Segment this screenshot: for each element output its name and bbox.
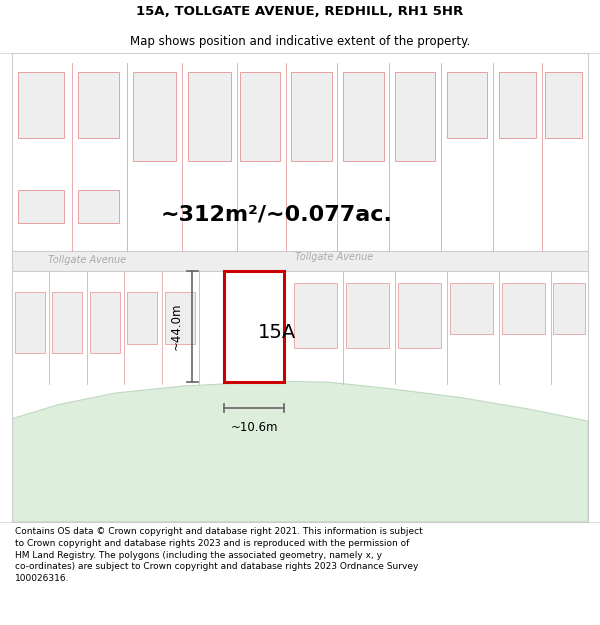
Bar — [18, 72, 64, 138]
Bar — [52, 292, 82, 353]
Bar — [346, 282, 389, 349]
Text: Contains OS data © Crown copyright and database right 2021. This information is : Contains OS data © Crown copyright and d… — [15, 527, 423, 583]
Polygon shape — [12, 381, 588, 522]
Text: Tollgate Avenue: Tollgate Avenue — [48, 255, 126, 265]
Text: Map shows position and indicative extent of the property.: Map shows position and indicative extent… — [130, 35, 470, 48]
Bar — [133, 72, 176, 161]
Text: 15A, TOLLGATE AVENUE, REDHILL, RH1 5HR: 15A, TOLLGATE AVENUE, REDHILL, RH1 5HR — [136, 5, 464, 18]
Bar — [15, 292, 45, 353]
Bar — [395, 72, 436, 161]
Bar — [78, 72, 119, 138]
Bar — [18, 190, 64, 222]
Text: ~44.0m: ~44.0m — [170, 303, 182, 351]
Bar — [12, 251, 588, 271]
Bar — [502, 282, 545, 334]
Bar — [90, 292, 120, 353]
Text: ~10.6m: ~10.6m — [230, 421, 278, 434]
Text: Tollgate Avenue: Tollgate Avenue — [295, 252, 374, 262]
Bar — [343, 72, 383, 161]
Bar — [294, 282, 337, 349]
Bar — [224, 271, 284, 382]
Bar — [188, 72, 231, 161]
Bar — [447, 72, 487, 138]
Bar — [164, 292, 194, 344]
Bar — [239, 72, 280, 161]
Text: 15A: 15A — [258, 322, 296, 342]
Bar — [499, 72, 536, 138]
Bar — [450, 282, 493, 334]
Bar — [545, 72, 582, 138]
Text: ~312m²/~0.077ac.: ~312m²/~0.077ac. — [161, 205, 393, 225]
Bar — [127, 292, 157, 344]
Bar — [292, 72, 332, 161]
Bar — [78, 190, 119, 222]
Bar — [398, 282, 441, 349]
Bar — [553, 282, 585, 334]
